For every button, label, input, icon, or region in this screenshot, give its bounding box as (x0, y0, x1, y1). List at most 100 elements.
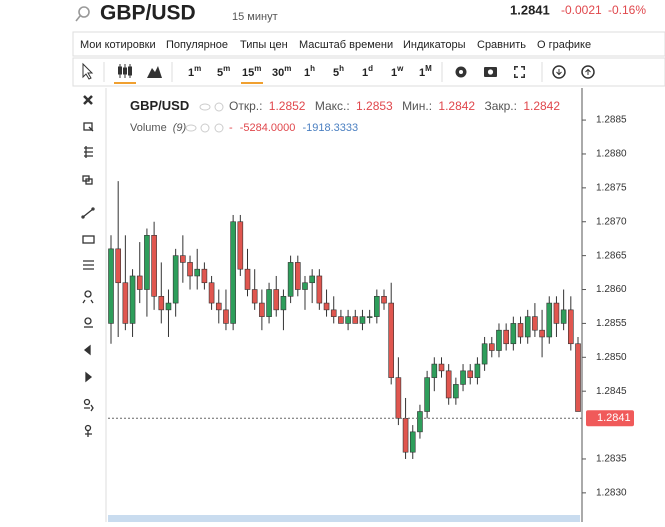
candle-body (338, 316, 344, 324)
legend-value: 1.2852 (269, 99, 306, 113)
area-type[interactable] (147, 66, 162, 78)
cursor-tool[interactable] (82, 62, 94, 80)
search-icon[interactable] (75, 6, 90, 22)
interval-number: 1 (419, 67, 425, 79)
interval-unit: h (310, 64, 315, 73)
y-tick-label: 1.2885 (596, 115, 627, 126)
interval-number: 1 (391, 67, 397, 79)
active-underline (114, 82, 136, 84)
toolbar-icons[interactable] (455, 65, 595, 79)
interval-button[interactable]: 5m (217, 64, 230, 79)
legend-symbol: GBP/USD (130, 98, 189, 113)
y-tick-label: 1.2850 (596, 352, 627, 363)
candle-body (244, 268, 251, 290)
candle-body (517, 323, 524, 338)
candle-body (546, 302, 553, 338)
candle-body (345, 316, 351, 324)
y-tick-label: 1.2860 (596, 284, 627, 295)
menu-item[interactable]: Сравнить (477, 39, 526, 51)
candle-body (172, 255, 179, 304)
y-tick-label: 1.2875 (596, 182, 627, 193)
interval-button[interactable]: 1d (362, 64, 373, 79)
interval-button[interactable]: 15m (242, 64, 261, 79)
menu-item[interactable]: Популярное (166, 39, 228, 51)
price: 1.2841 (510, 2, 550, 17)
legend-line: GBP/USD Откр.: 1.2852 Макс.: 1.2853 Мин.… (130, 98, 560, 113)
candle-body (424, 377, 430, 412)
candle-body (359, 316, 366, 324)
interval-button[interactable]: 30m (272, 64, 291, 79)
volume-strip (108, 515, 580, 522)
y-tick-label: 1.2865 (596, 250, 627, 261)
candle-body (488, 343, 495, 351)
menu-item[interactable]: О графике (537, 39, 591, 51)
candle-body (510, 323, 517, 345)
interval-number: 1 (362, 67, 368, 79)
menu-item[interactable]: Типы цен (240, 39, 288, 51)
legend-icons[interactable] (185, 102, 224, 133)
y-tick-label: 1.2845 (596, 386, 627, 397)
candle-body (108, 248, 114, 324)
interval-button[interactable]: 1M (419, 64, 432, 79)
candle-body (388, 302, 395, 378)
candle-body (438, 363, 445, 372)
candle-body (402, 417, 409, 453)
symbol: GBP/USD (100, 2, 196, 25)
candle-body (273, 289, 280, 311)
interval-number: 30 (272, 67, 284, 79)
interval-unit: M (425, 64, 432, 73)
candle-body (144, 235, 150, 290)
interval-number: 5 (333, 67, 339, 79)
interval-number: 5 (217, 67, 223, 79)
candle-body (129, 275, 136, 324)
interval-unit: m (254, 64, 261, 73)
interval-number: 1 (304, 67, 310, 79)
candle-body (374, 295, 380, 317)
candle-body (481, 343, 488, 365)
volume-param: (9) (173, 122, 187, 134)
volume-label: Volume (130, 122, 167, 134)
candle-body (560, 309, 567, 324)
candle-body (474, 363, 481, 378)
menu-bar (72, 31, 665, 57)
candle-body (553, 302, 560, 324)
toolbar-separators (103, 62, 543, 82)
candle-body (187, 262, 193, 277)
interval-button[interactable]: 1m (188, 64, 201, 79)
candle-body (251, 289, 258, 304)
candle-body (287, 262, 294, 297)
interval-unit: w (396, 64, 404, 73)
candle-body (180, 255, 186, 263)
candle-body (453, 384, 459, 399)
candle-body (208, 282, 215, 304)
candles-type[interactable] (118, 64, 132, 78)
menu-item[interactable]: Индикаторы (403, 39, 466, 51)
interval-button[interactable]: 1w (391, 64, 404, 79)
candle-body (568, 309, 574, 345)
y-tick-label: 1.2835 (596, 454, 627, 465)
y-tick-label: 1.2870 (596, 216, 627, 227)
interval-button[interactable]: 5h (333, 64, 344, 79)
candle-body (215, 302, 222, 311)
last-price-label: 1.2841 (597, 412, 631, 424)
y-tick-label: 1.2830 (596, 487, 627, 498)
candle-body (532, 316, 538, 331)
interval-button[interactable]: 1h (304, 64, 315, 79)
drawing-tools[interactable] (81, 95, 95, 437)
volume-sep: - (229, 122, 233, 134)
candle-body (266, 289, 272, 317)
legend-value: 1.2842 (438, 99, 475, 113)
candle-body (330, 309, 337, 317)
candle-body (395, 377, 402, 419)
candle-body (431, 363, 438, 378)
candle-body (136, 275, 143, 290)
candle-body (122, 282, 129, 324)
interval: 15 минут (232, 11, 278, 23)
candle-body (237, 221, 244, 270)
change-pct: -0.16% (608, 3, 646, 17)
menu-item[interactable]: Мои котировки (80, 39, 156, 51)
menu-item[interactable]: Масштаб времени (299, 39, 393, 51)
volume-legend: Volume (9) - -5284.0000 -1918.3333 (130, 122, 358, 134)
candle-body (302, 282, 308, 290)
